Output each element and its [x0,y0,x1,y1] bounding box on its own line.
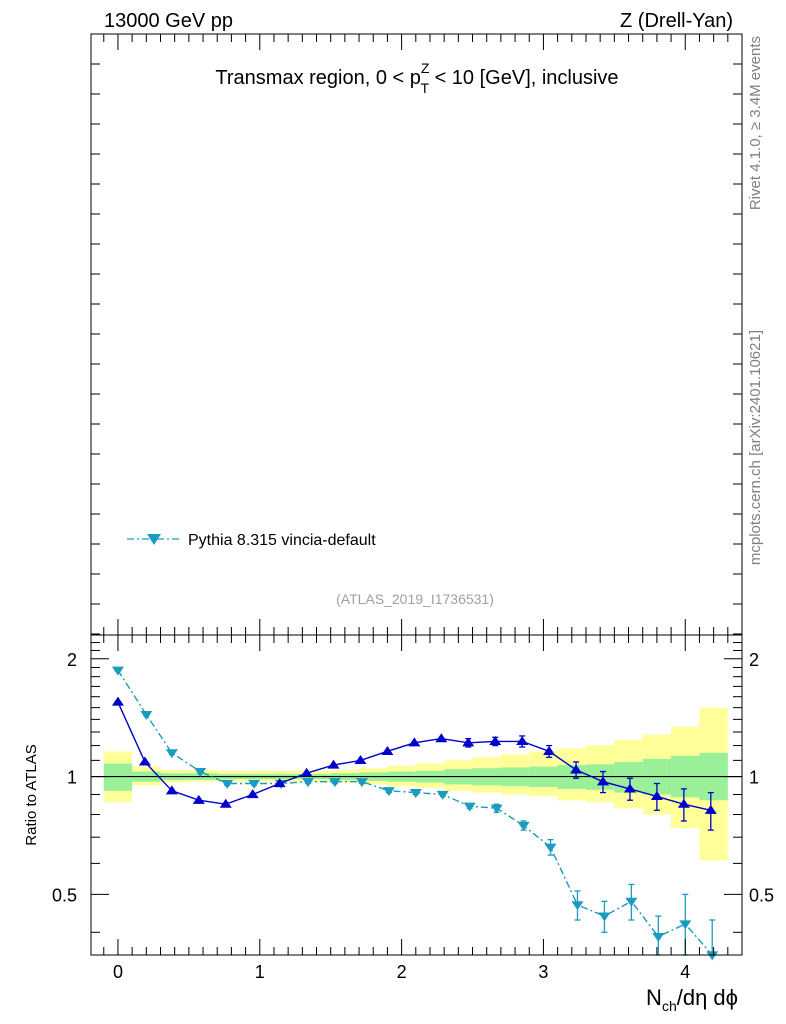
data-point-marker [463,802,476,812]
main-panel-ticks [91,34,742,635]
mcplots-site-label: mcplots.cern.ch [arXiv:2401.10621] [747,330,764,565]
data-point-marker [354,754,367,764]
data-point-marker [409,788,422,798]
data-point-marker [516,735,529,745]
x-tick-label: 1 [255,962,265,982]
energy-label: 13000 GeV pp [104,10,233,32]
legend-marker-pythia [147,534,161,545]
rivet-version-label: Rivet 4.1.0, ≥ 3.4M events [747,36,764,210]
series-layer [111,666,719,961]
ratio-panel-frame [90,634,743,956]
uncertainty-bands [103,707,728,861]
data-point-marker [435,733,448,743]
x-tick-label: 3 [538,962,548,982]
x-tick-label: 2 [397,962,407,982]
data-point-marker [194,767,207,777]
chart-title: Transmax region, 0 < pZ T < 10 [GeV], inc… [215,60,618,96]
x-tick-label: 4 [680,962,690,982]
data-point-marker [355,778,368,788]
data-point-marker [165,749,178,759]
y-tick-label-right: 0.5 [749,885,774,905]
process-label: Z (Drell-Yan) [620,10,733,32]
legend-label-pythia: Pythia 8.315 vincia-default [188,532,376,549]
data-point-marker [597,776,610,786]
y-tick-label-right: 2 [749,650,759,670]
data-point-marker [650,790,663,800]
data-point-marker [246,789,259,799]
data-point-marker [489,735,502,745]
x-axis-label: Nch/dη dϕ [646,985,738,1014]
data-point-marker [462,737,475,747]
data-point-marker [598,912,611,922]
y-axis-label: Ratio to ATLAS [23,744,40,845]
data-point-marker [570,764,583,774]
data-point-marker [517,821,530,831]
data-point-marker [652,933,665,943]
data-point-marker [704,804,717,814]
data-point-marker [543,745,556,755]
data-point-marker [300,767,313,777]
data-point-marker [302,778,314,788]
data-point-marker [221,779,234,789]
data-point-marker [436,790,449,800]
data-point-marker [273,778,286,788]
data-point-marker [571,901,584,911]
data-point-marker [544,843,557,853]
main-panel: Transmax region, 0 < pZ T < 10 [GeV], inc… [90,33,743,636]
data-point-marker [138,756,151,766]
data-point-marker [165,785,178,795]
ratio-panel-ticks: 0 1 2 3 4 0.5 0.5 1 1 2 2 [52,635,774,982]
data-point-marker [111,696,124,706]
series-line-pythia-vincia [117,669,713,956]
data-point-marker [328,778,341,788]
data-point-marker [408,737,421,747]
data-point-marker [248,779,261,789]
data-point-marker [706,951,719,961]
analysis-id-label: (ATLAS_2019_I1736531) [336,591,494,607]
data-point-marker [623,783,636,793]
data-point-marker [219,798,232,808]
data-point-marker [192,794,205,804]
data-point-marker [625,897,638,907]
legend: Pythia 8.315 vincia-default [127,532,376,549]
data-point-marker [677,798,690,808]
data-point-marker [490,804,503,814]
data-point-marker [140,710,153,720]
y-tick-label: 2 [67,650,77,670]
data-point-marker [111,666,124,676]
y-tick-label-right: 1 [749,768,759,788]
data-point-marker [327,759,340,769]
data-point-marker [679,920,692,930]
x-tick-label: 0 [113,962,123,982]
y-tick-label: 1 [67,768,77,788]
data-point-marker [381,745,394,755]
y-tick-label: 0.5 [52,885,77,905]
ratio-panel: 0 1 2 3 4 0.5 0.5 1 1 2 2 Ratio to ATLAS Nch/dη dϕ [23,634,774,1014]
data-point-marker [382,787,395,797]
